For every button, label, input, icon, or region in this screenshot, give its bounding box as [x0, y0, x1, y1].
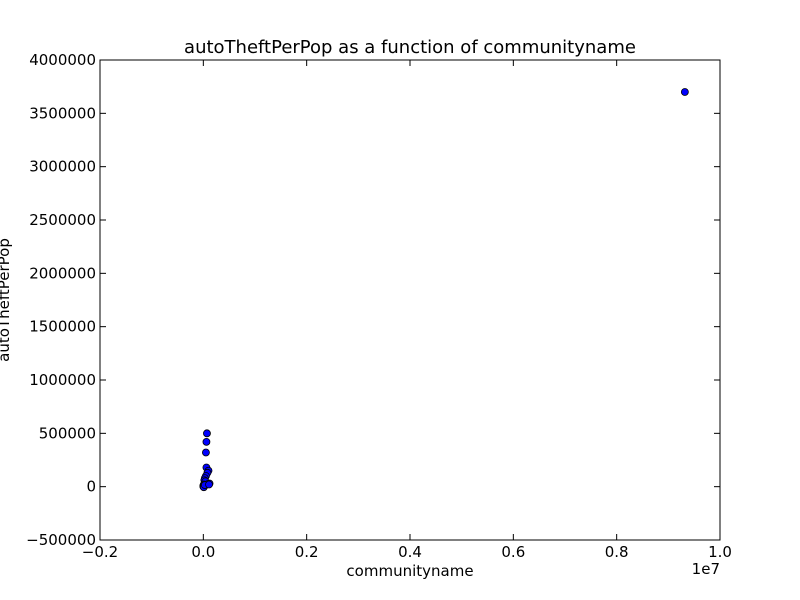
- y-tick-label: 4000000: [29, 51, 96, 69]
- chart-title: autoTheftPerPop as a function of communi…: [184, 37, 636, 58]
- y-tick-label: 500000: [39, 424, 96, 442]
- y-tick-label: 1500000: [29, 318, 96, 336]
- data-point: [202, 437, 211, 446]
- x-tick-label: 0.0: [191, 543, 215, 561]
- y-tick-label: 3000000: [29, 158, 96, 176]
- y-tick-label: 1000000: [29, 371, 96, 389]
- data-point: [203, 429, 211, 438]
- x-tick-label: 0.2: [295, 543, 319, 561]
- y-axis-label: autoTheftPerPop: [0, 238, 13, 362]
- x-axis-label: communityname: [346, 562, 473, 580]
- data-point: [205, 480, 213, 489]
- x-offset-label: 1e7: [692, 560, 720, 578]
- y-tick-label: 3500000: [29, 104, 96, 122]
- x-tick-label: 0.4: [398, 543, 422, 561]
- x-axis: −0.2 0.0 0.2 0.4 0.6 0.8 1.0: [82, 60, 732, 561]
- data-point: [680, 88, 689, 96]
- x-tick-label: 1.0: [708, 543, 732, 561]
- y-tick-label: 2500000: [29, 211, 96, 229]
- x-tick-label: 0.8: [605, 543, 629, 561]
- y-tick-label: −500000: [26, 531, 96, 549]
- x-tick-label: 0.6: [501, 543, 525, 561]
- y-tick-label: 0: [86, 478, 96, 496]
- y-tick-label: 2000000: [29, 264, 96, 282]
- x-tick-label: −0.2: [82, 543, 118, 561]
- y-axis: −500000 0 500000 1000000 1500000 2000000 25000…: [26, 51, 720, 549]
- data-points: [199, 88, 689, 492]
- plot-frame: [99, 59, 721, 541]
- data-point: [202, 448, 210, 457]
